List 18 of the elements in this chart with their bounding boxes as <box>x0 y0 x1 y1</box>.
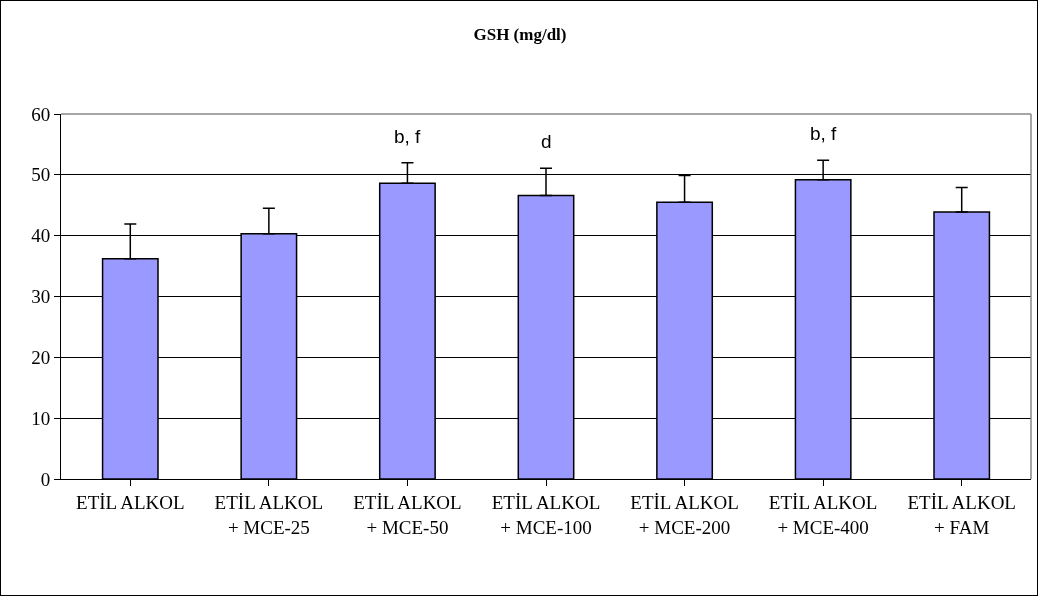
y-tick-label: 0 <box>40 468 51 490</box>
x-tick-label: ETİL ALKOL + MCE-400 <box>768 491 878 538</box>
x-tick-label: ETİL ALKOL + MCE-100 <box>491 491 601 538</box>
x-tick-label: ETİL ALKOL + MCE-50 <box>353 491 462 538</box>
y-tick-label: 20 <box>31 346 51 368</box>
annotation: b, f <box>810 123 838 144</box>
y-tick-label: 60 <box>31 103 51 125</box>
chart-title: GSH (mg/dl) <box>473 24 567 44</box>
x-tick-label: ETİL ALKOL + FAM <box>907 491 1016 538</box>
y-tick-label: 50 <box>31 164 51 186</box>
annotation: b, f <box>394 126 422 147</box>
y-tick-label: 30 <box>31 286 51 308</box>
y-tick-label: 10 <box>31 407 51 429</box>
x-tick-label: ETİL ALKOL + MCE-25 <box>214 491 324 538</box>
y-tick-label: 40 <box>31 225 51 247</box>
annotation: d <box>541 131 552 152</box>
x-tick-label: ETİL ALKOL + MCE-200 <box>630 491 739 538</box>
x-tick-label: ETİL ALKOL <box>76 491 185 513</box>
